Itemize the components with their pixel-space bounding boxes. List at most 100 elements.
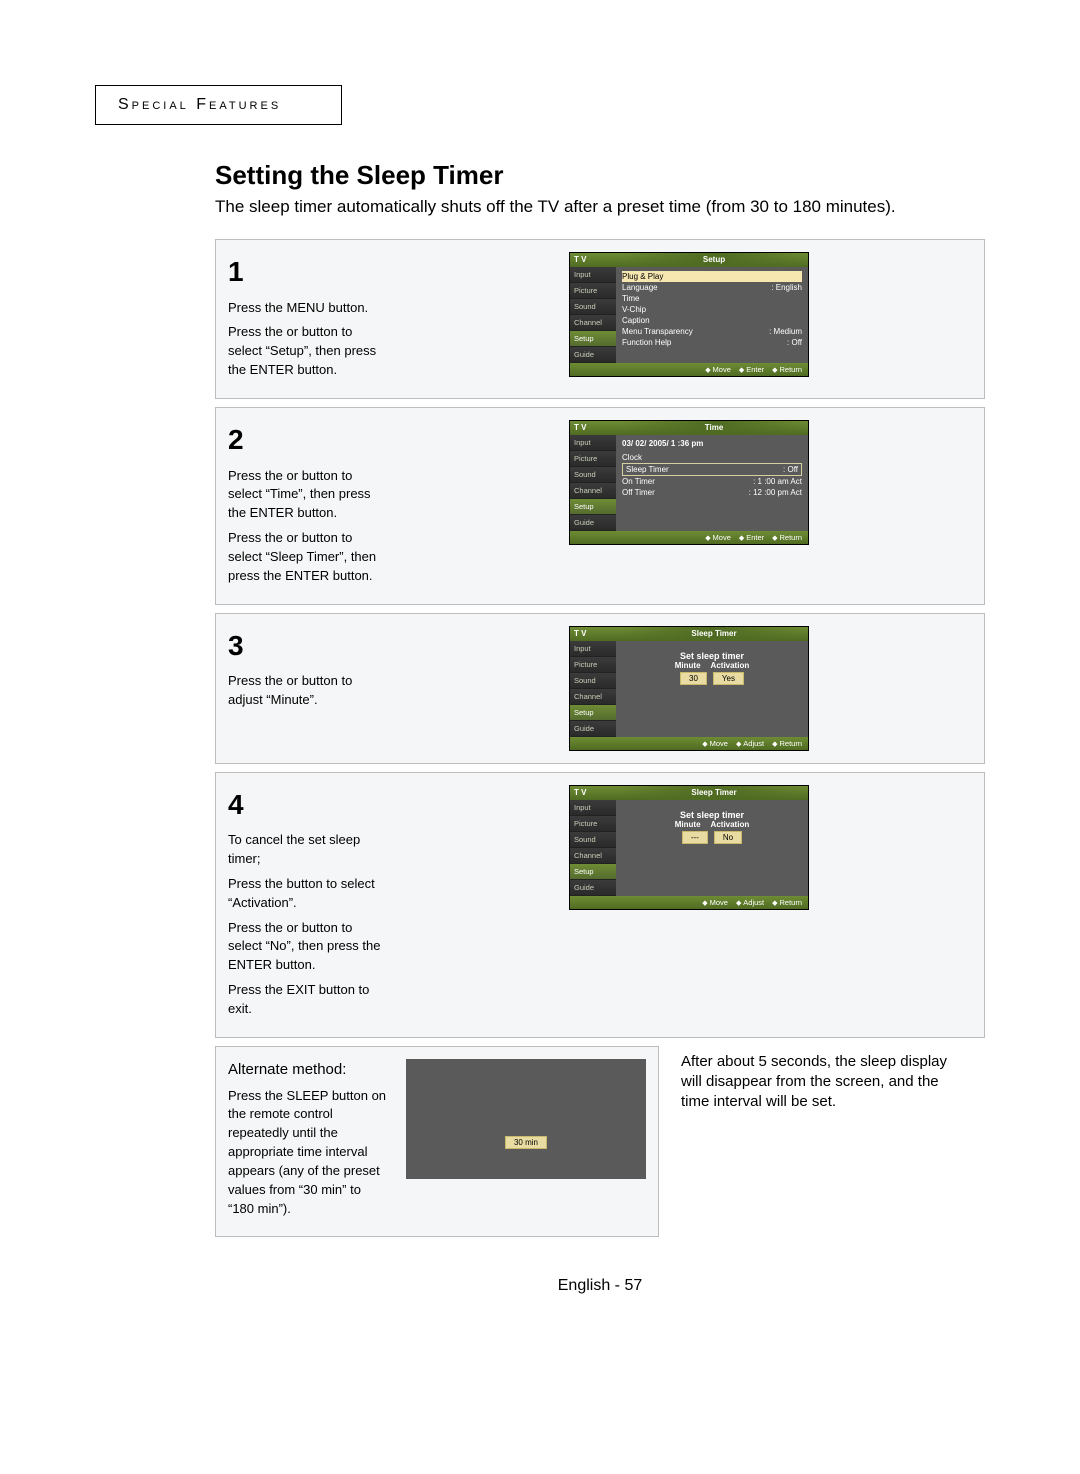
osd-row[interactable]: Menu Transparency: Medium: [622, 326, 802, 337]
osd-header: T VSleep Timer: [570, 627, 808, 641]
osd-sleep-timer: T VSleep TimerInputPictureSoundChannelSe…: [569, 626, 809, 751]
osd-main: Set sleep timerMinuteActivation 30 Yes: [616, 641, 808, 737]
osd-row-label: Sleep Timer: [626, 465, 669, 474]
osd-foot-hint: Move: [705, 533, 731, 542]
osd-footer: Move Enter Return: [570, 531, 808, 544]
page-title: Setting the Sleep Timer: [215, 160, 985, 191]
osd-side-item-setup[interactable]: Setup: [570, 331, 616, 347]
alternate-box: Alternate method: Press the SLEEP button…: [215, 1046, 659, 1238]
osd-side-item-picture[interactable]: Picture: [570, 816, 616, 832]
osd-row-value: : Off: [783, 465, 798, 474]
osd-simple-preview: 30 min: [406, 1059, 646, 1179]
step-left: 1Press the MENU button.Press the or butt…: [228, 252, 388, 386]
osd-pill[interactable]: 30: [680, 672, 707, 685]
step-instruction: To cancel the set sleep timer;: [228, 831, 388, 869]
osd-row-label: Plug & Play: [622, 272, 663, 281]
osd-body: InputPictureSoundChannelSetupGuideSet sl…: [570, 800, 808, 896]
intro-text: The sleep timer automatically shuts off …: [215, 197, 985, 217]
osd-side-item-setup[interactable]: Setup: [570, 499, 616, 515]
alternate-text: Press the SLEEP button on the remote con…: [228, 1087, 388, 1219]
step-instruction: Press the or button to select “No”, then…: [228, 919, 388, 976]
osd-brand-label: T V: [574, 786, 620, 800]
osd-foot-hint: Return: [772, 365, 802, 374]
osd-row[interactable]: Time: [622, 293, 802, 304]
osd-side-item-picture[interactable]: Picture: [570, 451, 616, 467]
osd-body: InputPictureSoundChannelSetupGuidePlug &…: [570, 267, 808, 363]
osd-row[interactable]: Language: English: [622, 282, 802, 293]
osd-row[interactable]: Function Help: Off: [622, 337, 802, 348]
osd-side-item-setup[interactable]: Setup: [570, 705, 616, 721]
alternate-right: 30 min: [406, 1059, 646, 1225]
osd-row-label: Off Timer: [622, 488, 655, 497]
step-instruction: Press the button to select “Activation”.: [228, 875, 388, 913]
osd-header: T VSetup: [570, 253, 808, 267]
step-box-1: 1Press the MENU button.Press the or butt…: [215, 239, 985, 399]
osd-pill-label: Minute: [675, 661, 701, 670]
step-right: T VSetupInputPictureSoundChannelSetupGui…: [406, 252, 972, 386]
osd-row-label: Clock: [622, 453, 642, 462]
osd-side-item-channel[interactable]: Channel: [570, 483, 616, 499]
osd-side-item-sound[interactable]: Sound: [570, 673, 616, 689]
osd-row[interactable]: V-Chip: [622, 304, 802, 315]
osd-side-item-sound[interactable]: Sound: [570, 467, 616, 483]
osd-time: T VTimeInputPictureSoundChannelSetupGuid…: [569, 420, 809, 545]
osd-center-title: Set sleep timer: [622, 651, 802, 661]
step-right: T VSleep TimerInputPictureSoundChannelSe…: [406, 626, 972, 751]
osd-side-item-picture[interactable]: Picture: [570, 283, 616, 299]
osd-row[interactable]: Plug & Play: [622, 271, 802, 282]
osd-row-value: : Medium: [769, 327, 802, 336]
step-left: 4To cancel the set sleep timer;Press the…: [228, 785, 388, 1025]
osd-side-item-guide[interactable]: Guide: [570, 721, 616, 737]
osd-pill-labels: MinuteActivation: [622, 820, 802, 829]
osd-foot-hint: Return: [772, 898, 802, 907]
osd-side-item-guide[interactable]: Guide: [570, 515, 616, 531]
osd-side-item-channel[interactable]: Channel: [570, 689, 616, 705]
osd-side-item-sound[interactable]: Sound: [570, 299, 616, 315]
osd-pill-label: Activation: [711, 820, 750, 829]
osd-brand-label: T V: [574, 421, 620, 435]
osd-foot-hint: Return: [772, 739, 802, 748]
osd-row[interactable]: Clock: [622, 452, 802, 463]
step-instruction: Press the MENU button.: [228, 299, 388, 318]
osd-row[interactable]: Caption: [622, 315, 802, 326]
osd-row-value: : 1 :00 am Act: [753, 477, 802, 486]
osd-side-item-channel[interactable]: Channel: [570, 848, 616, 864]
osd-side-item-input[interactable]: Input: [570, 641, 616, 657]
step-box-2: 2Press the or button to select “Time”, t…: [215, 407, 985, 605]
osd-footer: Move Enter Return: [570, 363, 808, 376]
osd-row[interactable]: Off Timer: 12 :00 pm Act: [622, 487, 802, 498]
osd-side-item-guide[interactable]: Guide: [570, 880, 616, 896]
osd-side-item-setup[interactable]: Setup: [570, 864, 616, 880]
manual-page: Special Features Setting the Sleep Timer…: [0, 0, 1080, 1355]
osd-row[interactable]: On Timer: 1 :00 am Act: [622, 476, 802, 487]
osd-foot-hint: Move: [705, 365, 731, 374]
step-box-4: 4To cancel the set sleep timer;Press the…: [215, 772, 985, 1038]
osd-side-item-input[interactable]: Input: [570, 267, 616, 283]
step-number: 3: [228, 626, 388, 667]
osd-pill[interactable]: Yes: [713, 672, 744, 685]
step-right: T VSleep TimerInputPictureSoundChannelSe…: [406, 785, 972, 1025]
osd-side-item-picture[interactable]: Picture: [570, 657, 616, 673]
osd-setup: T VSetupInputPictureSoundChannelSetupGui…: [569, 252, 809, 377]
osd-center: Set sleep timerMinuteActivation 30 Yes: [622, 645, 802, 691]
alternate-left: Alternate method: Press the SLEEP button…: [228, 1059, 388, 1225]
osd-side-item-guide[interactable]: Guide: [570, 347, 616, 363]
osd-pill-labels: MinuteActivation: [622, 661, 802, 670]
osd-pill[interactable]: No: [714, 831, 742, 844]
osd-side-item-input[interactable]: Input: [570, 435, 616, 451]
osd-side-item-sound[interactable]: Sound: [570, 832, 616, 848]
step-instruction: Press the or button to select “Time”, th…: [228, 467, 388, 524]
osd-side-item-channel[interactable]: Channel: [570, 315, 616, 331]
osd-main: Plug & PlayLanguage: EnglishTimeV-ChipCa…: [616, 267, 808, 363]
osd-pill[interactable]: ---: [682, 831, 708, 844]
osd-foot-hint: Return: [772, 533, 802, 542]
osd-row[interactable]: Sleep Timer : Off: [622, 463, 802, 476]
osd-center-title: Set sleep timer: [622, 810, 802, 820]
osd-row-label: Caption: [622, 316, 650, 325]
osd-foot-hint: Enter: [739, 365, 764, 374]
step-box-3: 3Press the or button to adjust “Minute”.…: [215, 613, 985, 764]
step-left: 3Press the or button to adjust “Minute”.: [228, 626, 388, 751]
osd-foot-hint: Enter: [739, 533, 764, 542]
osd-side-item-input[interactable]: Input: [570, 800, 616, 816]
osd-main: Set sleep timerMinuteActivation --- No: [616, 800, 808, 896]
